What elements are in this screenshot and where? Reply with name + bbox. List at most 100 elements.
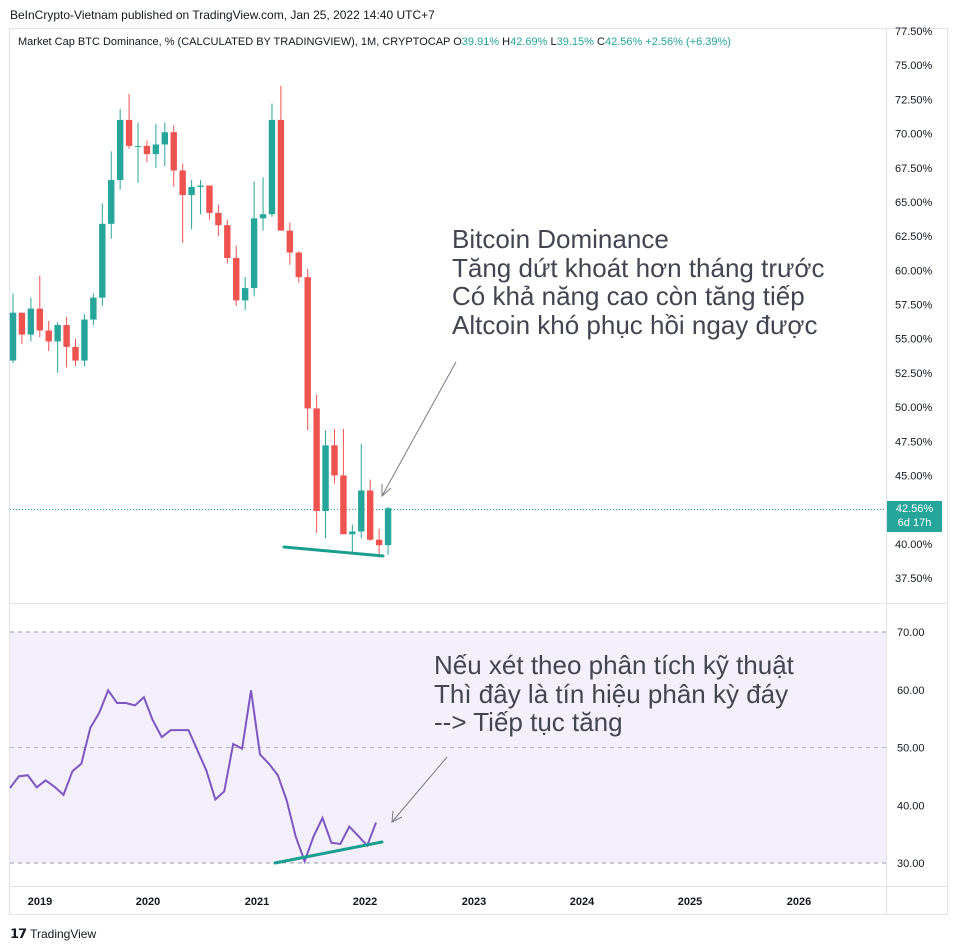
legend-open-label: O [453, 36, 462, 48]
price-tick-label: 55.00% [895, 334, 933, 346]
candle-body [358, 490, 365, 532]
price-tick-label: 37.50% [895, 573, 933, 585]
price-tick-label: 77.50% [895, 26, 933, 38]
candle-body [116, 119, 124, 181]
candle-body [188, 186, 195, 196]
time-tick-label: 2021 [245, 896, 269, 908]
candle-body [152, 144, 160, 155]
candle-body [268, 119, 276, 215]
candle-body [340, 475, 347, 535]
candle-body [9, 312, 17, 361]
legend-low-value: 39.15% [556, 36, 594, 48]
last-price-tag: 42.56% 6d 17h [887, 501, 942, 532]
candles-group [9, 85, 392, 558]
candle-body [36, 308, 43, 331]
indicator-annotation-line: Nếu xét theo phân tích kỹ thuật [434, 650, 794, 680]
tradingview-brand-label: TradingView [30, 927, 97, 941]
publisher-line: BeInCrypto-Vietnam published on TradingV… [10, 8, 435, 22]
rsi-tick-label: 50.00 [897, 743, 925, 755]
price-annotation-line: Tăng dứt khoát hơn tháng trước [452, 252, 825, 283]
rsi-axis[interactable]: 70.00 60.00 50.00 40.00 30.00 [897, 627, 925, 870]
price-tick-label: 47.50% [895, 436, 933, 448]
price-tick-label: 65.00% [895, 197, 933, 209]
chart-legend: Market Cap BTC Dominance, % (CALCULATED … [18, 36, 731, 48]
candle-body [277, 119, 285, 231]
price-axis[interactable]: 77.50% 75.00% 72.50% 70.00% 67.50% 65.00% 62.5… [895, 26, 933, 585]
rsi-tick-label: 40.00 [897, 800, 925, 812]
legend-low-label: L [550, 36, 557, 48]
indicator-annotation: Nếu xét theo phân tích kỹ thuật Thì đây … [434, 651, 794, 737]
rsi-tick-label: 30.00 [897, 858, 925, 870]
price-tick-label: 45.00% [895, 470, 933, 482]
candle-body [295, 252, 302, 278]
candle-body [250, 218, 258, 289]
legend-symbol: Market Cap BTC Dominance, % (CALCULATED … [18, 36, 451, 48]
rsi-trendline [273, 840, 384, 865]
candle-body [170, 132, 177, 171]
candle-body [233, 258, 240, 301]
rsi-line [9, 688, 377, 865]
candle-body [197, 185, 204, 187]
time-tick-label: 2019 [28, 896, 52, 908]
candle-body [90, 297, 97, 320]
price-trendline [282, 545, 385, 558]
candle-body [63, 325, 70, 347]
price-tick-label: 62.50% [895, 231, 933, 243]
price-tick-label: 60.00% [895, 265, 933, 277]
price-tick-label: 57.50% [895, 300, 933, 312]
price-annotation-line: Bitcoin Dominance [452, 224, 669, 254]
candle-body [108, 180, 115, 224]
candle-body [81, 319, 88, 361]
time-tick-label: 2022 [353, 896, 377, 908]
price-tick-label: 50.00% [895, 402, 933, 414]
rsi-tick-label: 60.00 [897, 685, 925, 697]
candle-body [27, 308, 35, 335]
time-axis[interactable]: 2019 2020 2021 2022 2023 2024 2025 2026 [28, 896, 811, 908]
time-tick-label: 2023 [462, 896, 486, 908]
last-price-value: 42.56% [895, 503, 934, 515]
time-tick-label: 2024 [570, 896, 595, 908]
time-tick-label: 2026 [787, 896, 811, 908]
candle-body [313, 408, 320, 511]
legend-change: +2.56% (+6.39%) [645, 36, 731, 48]
candle-body [215, 212, 222, 226]
candle-body [72, 346, 79, 361]
price-tick-label: 75.00% [895, 60, 933, 72]
price-tick-label: 52.50% [895, 368, 933, 380]
legend-high-label: H [502, 36, 511, 48]
tradingview-brand[interactable]: 𝟭𝟳 TradingView [10, 926, 96, 942]
indicator-annotation-line: Thì đây là tín hiệu phân kỳ đáy [434, 678, 789, 709]
candle-body [18, 312, 26, 335]
candle-body [206, 185, 213, 213]
price-tick-label: 67.50% [895, 163, 933, 175]
time-tick-label: 2020 [136, 896, 160, 908]
price-tick-label: 72.50% [895, 94, 933, 106]
candle-body [286, 230, 294, 253]
candle-body [384, 508, 392, 546]
time-tick-label: 2025 [678, 896, 702, 908]
price-arrow-icon [381, 361, 457, 498]
candle-body [134, 145, 142, 147]
candle-body [375, 539, 383, 546]
candle-body [224, 225, 231, 259]
candle-body [125, 119, 133, 146]
rsi-arrow-icon [391, 756, 448, 823]
candle-body [331, 445, 338, 476]
price-tick-label: 40.00% [895, 539, 933, 551]
candle-body [322, 445, 329, 511]
price-annotation: Bitcoin Dominance Tăng dứt khoát hơn thá… [452, 225, 824, 339]
indicator-annotation-line: --> Tiếp tục tăng [434, 707, 623, 737]
candle-body [179, 170, 186, 196]
candle-body [367, 490, 374, 540]
legend-close-value: 42.56% [604, 36, 643, 48]
candle-body [45, 330, 52, 342]
candle-body [143, 145, 151, 155]
candle-body [349, 531, 356, 535]
candle-body [304, 277, 311, 409]
legend-high-value: 42.69% [510, 36, 548, 48]
candle-body [99, 223, 106, 298]
legend-close-label: C [597, 36, 605, 48]
rsi-tick-label: 70.00 [897, 627, 925, 639]
tradingview-logo-icon: 𝟭𝟳 [10, 926, 27, 941]
